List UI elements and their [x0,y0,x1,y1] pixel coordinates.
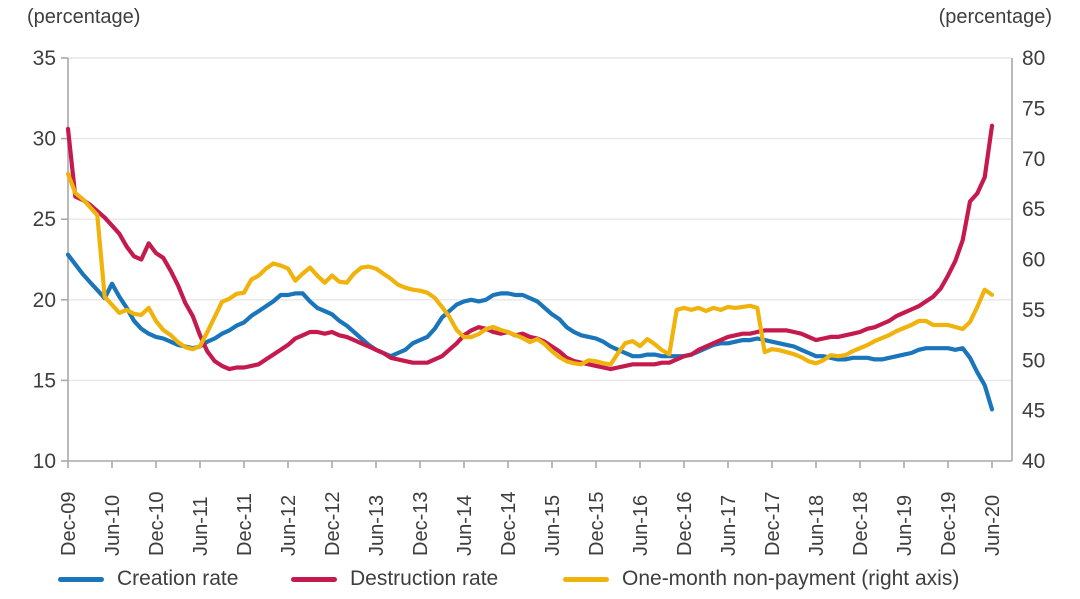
svg-text:40: 40 [1022,450,1045,473]
legend-label: One-month non-payment (right axis) [622,567,960,590]
svg-text:Dec-13: Dec-13 [410,492,432,556]
legend-item-one-month-non-payment: One-month non-payment (right axis) [563,566,959,592]
svg-text:Jun-11: Jun-11 [190,496,212,556]
svg-text:80: 80 [1022,47,1045,70]
svg-text:Jun-15: Jun-15 [542,495,564,556]
svg-text:Dec-15: Dec-15 [586,492,608,556]
chart-legend: Creation rate Destruction rate One-month… [0,566,1080,596]
creation-rate-swatch [58,576,104,582]
svg-text:Dec-18: Dec-18 [850,492,872,556]
svg-text:75: 75 [1022,97,1045,120]
svg-text:Jun-19: Jun-19 [894,495,916,556]
legend-label: Destruction rate [350,567,499,590]
destruction-rate-swatch [291,576,337,582]
svg-text:60: 60 [1022,249,1045,272]
svg-text:70: 70 [1022,148,1045,171]
svg-text:10: 10 [33,450,56,473]
svg-text:Jun-13: Jun-13 [366,495,388,556]
svg-text:Jun-18: Jun-18 [806,495,828,556]
svg-text:Dec-12: Dec-12 [322,492,344,556]
svg-text:Jun-12: Jun-12 [278,495,300,556]
svg-text:15: 15 [33,369,56,392]
legend-item-destruction-rate: Destruction rate [291,566,498,592]
svg-text:25: 25 [33,208,56,231]
svg-text:Dec-17: Dec-17 [762,492,784,556]
legend-label: Creation rate [117,567,239,590]
one-month-non-payment-swatch [563,576,609,582]
svg-text:65: 65 [1022,198,1045,221]
legend-item-creation-rate: Creation rate [58,566,238,592]
svg-text:30: 30 [33,128,56,151]
svg-text:20: 20 [33,289,56,312]
svg-text:Jun-17: Jun-17 [718,495,740,556]
svg-text:Dec-09: Dec-09 [58,492,80,556]
svg-text:Jun-20: Jun-20 [982,495,1004,556]
right-axis-unit-label: (percentage) [938,6,1052,28]
svg-text:Dec-10: Dec-10 [146,492,168,556]
svg-text:Dec-14: Dec-14 [498,492,520,556]
svg-text:Jun-14: Jun-14 [454,495,476,556]
svg-text:55: 55 [1022,299,1045,322]
left-axis-unit-label: (percentage) [27,6,141,28]
svg-text:Dec-19: Dec-19 [938,492,960,556]
svg-text:50: 50 [1022,349,1045,372]
svg-text:Dec-16: Dec-16 [674,492,696,556]
svg-text:Jun-10: Jun-10 [102,495,124,556]
svg-text:Jun-16: Jun-16 [630,495,652,556]
svg-text:Dec-11: Dec-11 [234,493,256,556]
svg-text:35: 35 [33,47,56,70]
svg-text:45: 45 [1022,400,1045,423]
